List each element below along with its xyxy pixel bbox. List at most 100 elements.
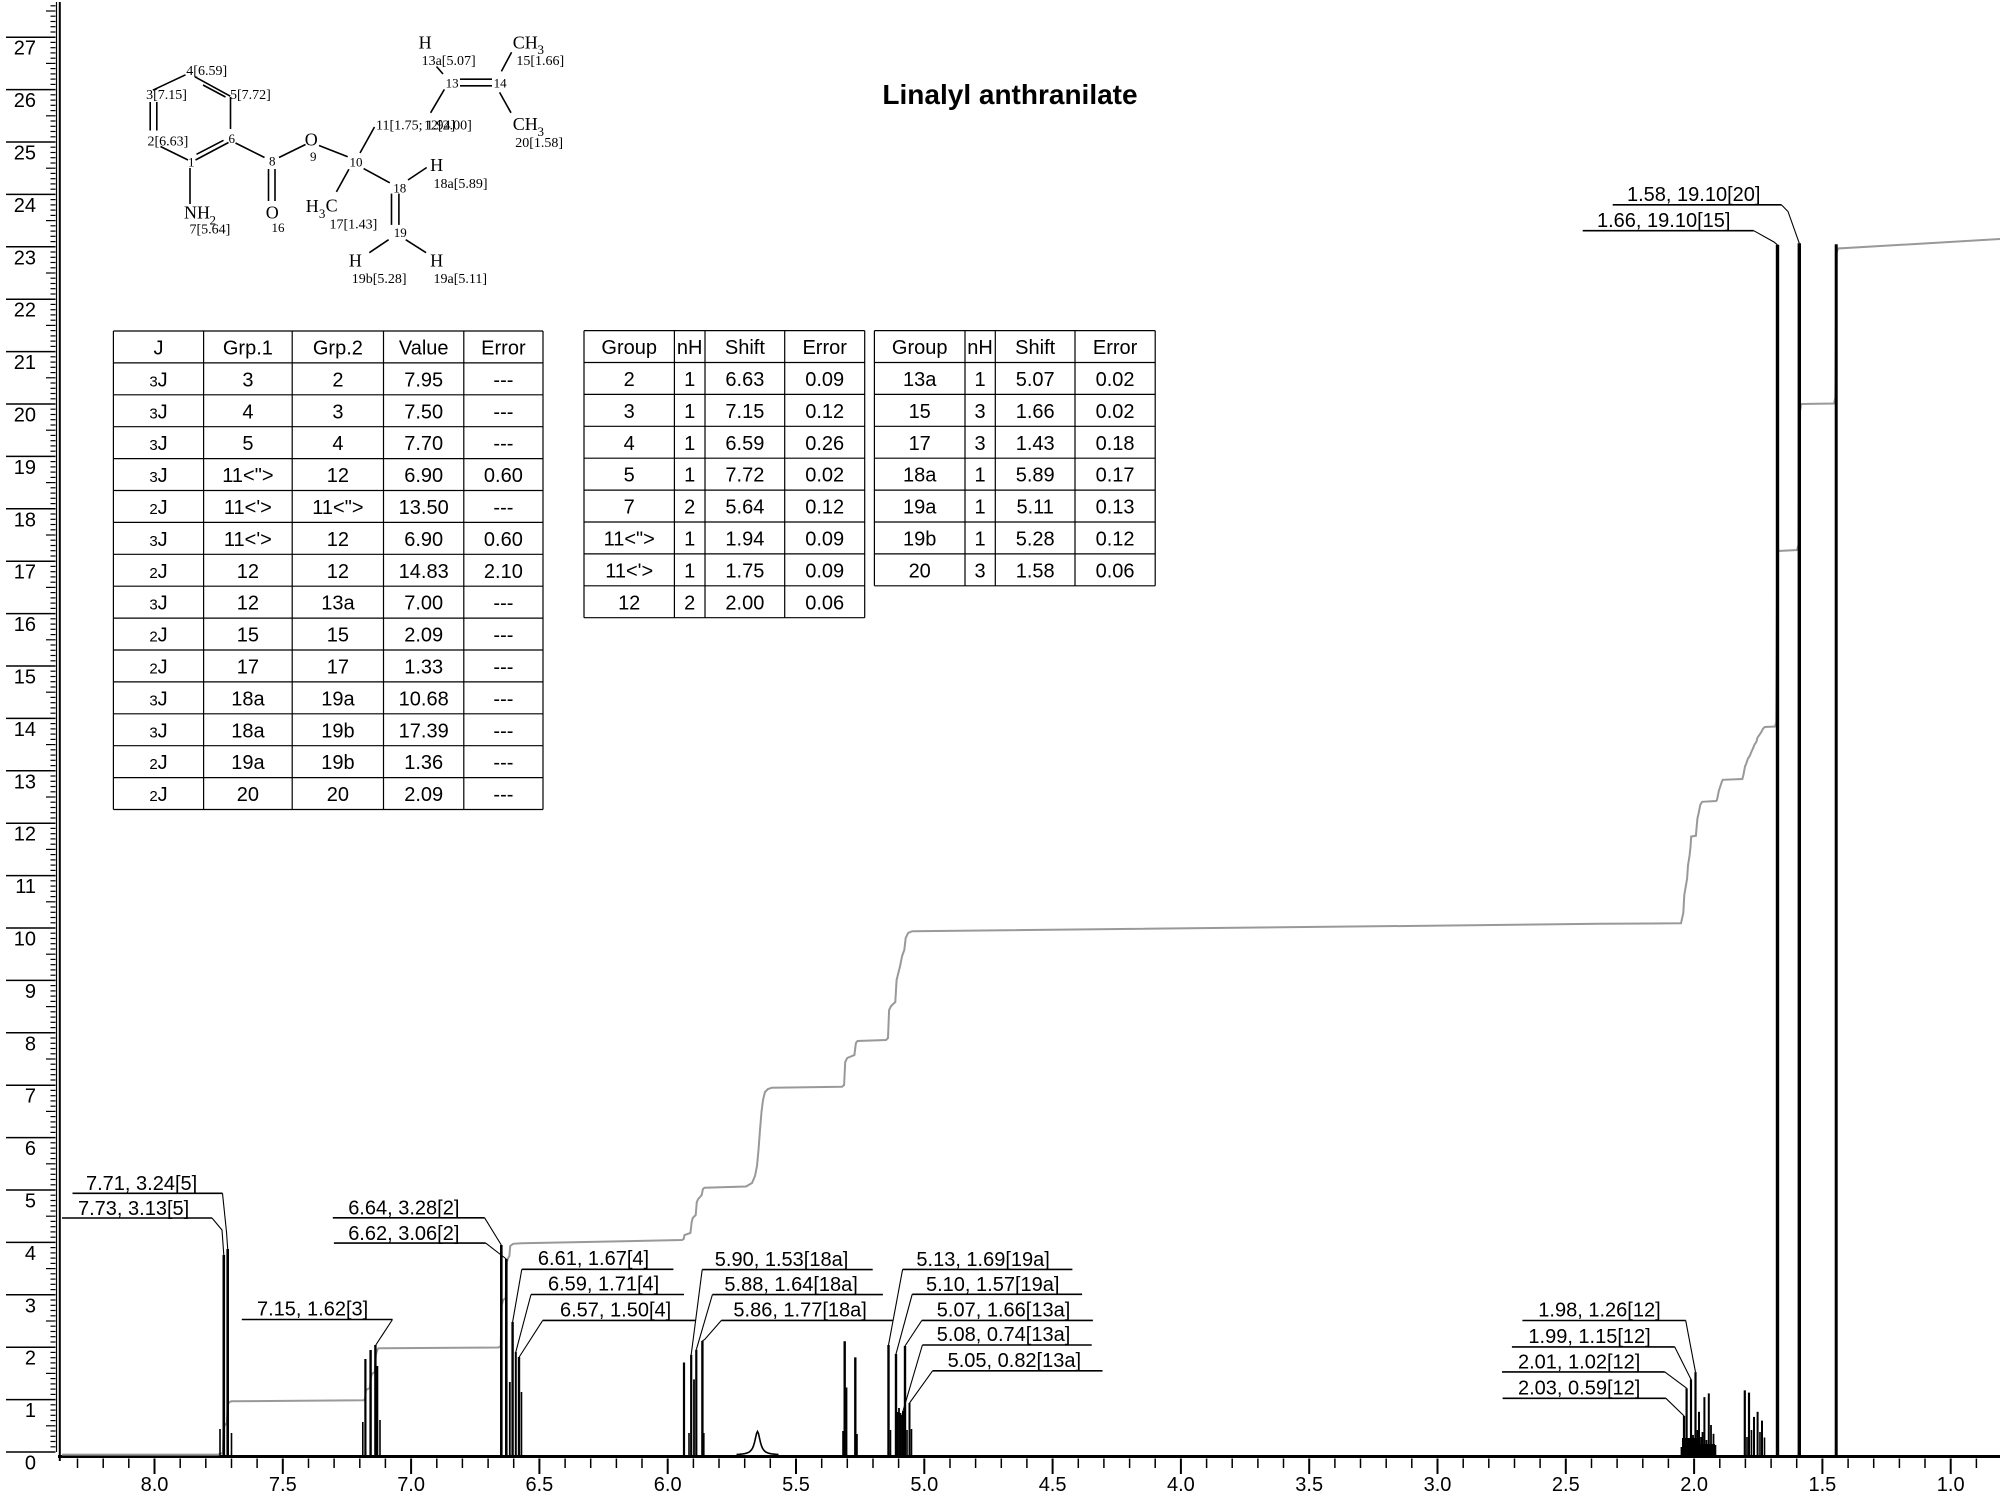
svg-text:1.0: 1.0	[1937, 1474, 1965, 1496]
svg-text:3: 3	[332, 401, 343, 423]
svg-text:19b: 19b	[321, 720, 354, 742]
svg-text:5[7.72]: 5[7.72]	[230, 88, 271, 103]
svg-text:20: 20	[14, 405, 36, 427]
svg-text:7.15: 7.15	[725, 401, 764, 423]
svg-text:---: ---	[493, 784, 513, 806]
svg-text:15: 15	[909, 401, 931, 423]
svg-text:12: 12	[237, 593, 259, 615]
svg-text:O: O	[266, 203, 279, 223]
svg-text:0.12: 0.12	[805, 401, 844, 423]
svg-text:2: 2	[684, 497, 695, 519]
svg-text:2J: 2J	[149, 561, 167, 583]
svg-text:3: 3	[242, 369, 253, 391]
svg-text:7[5.64]: 7[5.64]	[190, 223, 231, 238]
svg-text:8: 8	[25, 1033, 36, 1055]
svg-text:12: 12	[327, 561, 349, 583]
svg-text:6.0: 6.0	[654, 1474, 682, 1496]
svg-text:1.66: 1.66	[1016, 401, 1055, 423]
svg-text:0.06: 0.06	[805, 592, 844, 614]
svg-text:5.88, 1.64[18a]: 5.88, 1.64[18a]	[724, 1274, 857, 1296]
svg-text:---: ---	[493, 720, 513, 742]
svg-text:7: 7	[25, 1086, 36, 1108]
svg-text:22: 22	[14, 300, 36, 322]
svg-text:11<'>: 11<'>	[224, 529, 272, 551]
svg-text:15[1.66]: 15[1.66]	[516, 54, 564, 69]
svg-text:1: 1	[684, 560, 695, 582]
svg-text:3J: 3J	[149, 593, 167, 615]
svg-text:0.60: 0.60	[484, 529, 523, 551]
svg-text:3J: 3J	[149, 529, 167, 551]
svg-text:3: 3	[319, 206, 326, 221]
svg-text:0.12: 0.12	[805, 497, 844, 519]
svg-text:12: 12	[327, 529, 349, 551]
svg-text:2.5: 2.5	[1552, 1474, 1580, 1496]
svg-text:CH: CH	[513, 33, 538, 53]
svg-text:2.09: 2.09	[404, 625, 443, 647]
svg-text:---: ---	[493, 369, 513, 391]
svg-text:19a[5.11]: 19a[5.11]	[434, 272, 488, 287]
svg-text:2.09: 2.09	[404, 784, 443, 806]
svg-text:nH: nH	[967, 337, 993, 359]
svg-text:6.59: 6.59	[725, 433, 764, 455]
svg-text:1: 1	[188, 155, 195, 170]
svg-text:2: 2	[25, 1348, 36, 1370]
svg-text:Error: Error	[1093, 337, 1138, 359]
svg-text:9: 9	[25, 981, 36, 1003]
svg-text:5.10, 1.57[19a]: 5.10, 1.57[19a]	[926, 1274, 1059, 1296]
svg-text:3J: 3J	[149, 688, 167, 710]
svg-text:3: 3	[975, 401, 986, 423]
svg-text:12: 12	[237, 561, 259, 583]
svg-text:6.64, 3.28[2]: 6.64, 3.28[2]	[348, 1198, 459, 1220]
svg-text:18a[5.89]: 18a[5.89]	[434, 177, 488, 192]
svg-text:2J: 2J	[149, 497, 167, 519]
svg-text:15: 15	[14, 667, 36, 689]
svg-text:19a: 19a	[321, 688, 355, 710]
svg-text:3J: 3J	[149, 465, 167, 487]
svg-text:5.90, 1.53[18a]: 5.90, 1.53[18a]	[715, 1249, 848, 1271]
svg-text:6.59, 1.71[4]: 6.59, 1.71[4]	[548, 1274, 659, 1296]
svg-text:2: 2	[684, 592, 695, 614]
svg-text:0.02: 0.02	[1096, 401, 1135, 423]
svg-text:17: 17	[237, 657, 259, 679]
svg-text:19b[5.28]: 19b[5.28]	[352, 272, 407, 287]
svg-text:2.00: 2.00	[725, 592, 764, 614]
svg-text:5.08, 0.74[13a]: 5.08, 0.74[13a]	[937, 1324, 1070, 1346]
svg-text:1: 1	[975, 465, 986, 487]
svg-text:0.60: 0.60	[484, 465, 523, 487]
svg-text:2.03, 0.59[12]: 2.03, 0.59[12]	[1518, 1378, 1640, 1400]
svg-text:25: 25	[14, 143, 36, 165]
svg-text:7: 7	[624, 497, 635, 519]
svg-text:6: 6	[229, 131, 236, 146]
svg-text:O: O	[305, 130, 318, 150]
svg-text:9: 9	[310, 149, 317, 164]
svg-text:13.50: 13.50	[399, 497, 449, 519]
svg-text:4: 4	[242, 401, 253, 423]
svg-text:7.0: 7.0	[397, 1474, 425, 1496]
svg-text:5.11: 5.11	[1016, 497, 1053, 519]
svg-text:3: 3	[25, 1295, 36, 1317]
svg-text:15: 15	[237, 625, 259, 647]
svg-text:11<">: 11<">	[604, 529, 655, 551]
svg-text:15: 15	[327, 625, 349, 647]
svg-text:7.70: 7.70	[404, 433, 443, 455]
svg-text:---: ---	[493, 625, 513, 647]
svg-text:1: 1	[684, 529, 695, 551]
svg-text:0.18: 0.18	[1096, 433, 1135, 455]
svg-text:12[2.00]: 12[2.00]	[424, 119, 472, 134]
svg-text:0.09: 0.09	[805, 369, 844, 391]
svg-text:19: 19	[394, 225, 407, 240]
svg-text:6.57, 1.50[4]: 6.57, 1.50[4]	[560, 1300, 671, 1322]
svg-text:---: ---	[493, 688, 513, 710]
svg-text:6.5: 6.5	[525, 1474, 553, 1496]
svg-text:1.98, 1.26[12]: 1.98, 1.26[12]	[1538, 1300, 1660, 1322]
svg-text:5: 5	[242, 433, 253, 455]
svg-text:5.07: 5.07	[1016, 369, 1055, 391]
svg-text:2.10: 2.10	[484, 561, 523, 583]
svg-text:nH: nH	[677, 337, 703, 359]
svg-text:19b: 19b	[321, 752, 354, 774]
svg-text:13: 13	[446, 76, 459, 91]
svg-text:17: 17	[327, 657, 349, 679]
svg-text:18a: 18a	[903, 465, 937, 487]
svg-text:7.95: 7.95	[404, 369, 443, 391]
svg-text:10.68: 10.68	[399, 688, 449, 710]
